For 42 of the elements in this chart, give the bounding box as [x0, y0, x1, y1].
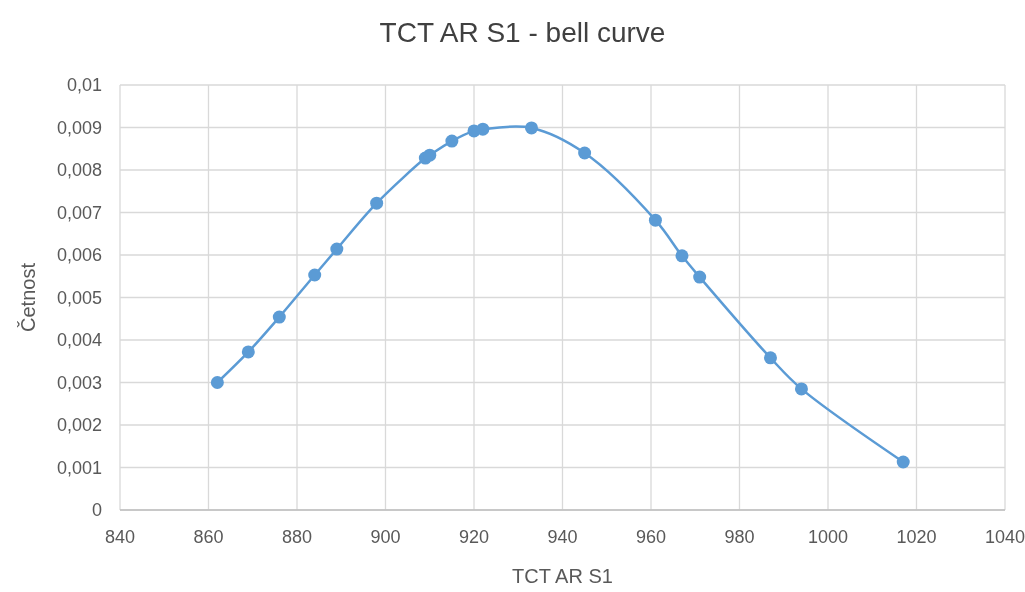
x-axis-title: TCT AR S1 — [512, 565, 613, 587]
x-tick-label: 940 — [547, 527, 578, 547]
y-tick-label: 0,001 — [56, 457, 102, 478]
x-tick-label: 920 — [458, 527, 490, 547]
y-tick-label: 0,01 — [66, 75, 102, 96]
point — [578, 146, 592, 160]
point — [370, 196, 384, 210]
point — [763, 351, 777, 365]
y-tick-label: 0,009 — [56, 117, 102, 138]
point — [896, 455, 910, 469]
point — [210, 376, 224, 389]
point — [693, 270, 707, 284]
y-axis-title: Četnost — [17, 262, 39, 332]
x-tick-label: 900 — [370, 527, 401, 547]
y-tick-label: 0,002 — [56, 415, 102, 436]
point — [445, 134, 459, 148]
y-tick-label: 0,003 — [56, 372, 102, 393]
point — [423, 148, 437, 162]
point — [648, 213, 662, 227]
point — [308, 268, 322, 282]
x-tick-label: 1020 — [896, 527, 937, 547]
x-tick-label: 880 — [281, 527, 313, 547]
x-tick-label: 840 — [104, 527, 136, 547]
y-tick-label: 0 — [91, 500, 102, 521]
point — [525, 121, 539, 135]
x-tick-label: 1000 — [807, 527, 849, 547]
point — [272, 310, 286, 324]
point — [330, 242, 344, 256]
chart-title: TCT AR S1 - bell curve — [379, 17, 666, 48]
x-tick-label: 860 — [193, 527, 224, 547]
y-tick-label: 0,005 — [56, 287, 102, 308]
x-tick-label: 960 — [635, 527, 667, 547]
point — [476, 122, 490, 136]
point — [241, 345, 255, 359]
x-tick-label: 980 — [724, 527, 755, 547]
point — [675, 249, 689, 263]
point — [794, 382, 808, 396]
y-tick-label: 0,008 — [56, 160, 102, 181]
y-tick-label: 0,006 — [56, 245, 102, 266]
x-tick-label: 1040 — [984, 527, 1025, 547]
y-tick-label: 0,007 — [56, 202, 102, 223]
y-tick-label: 0,004 — [56, 330, 102, 351]
